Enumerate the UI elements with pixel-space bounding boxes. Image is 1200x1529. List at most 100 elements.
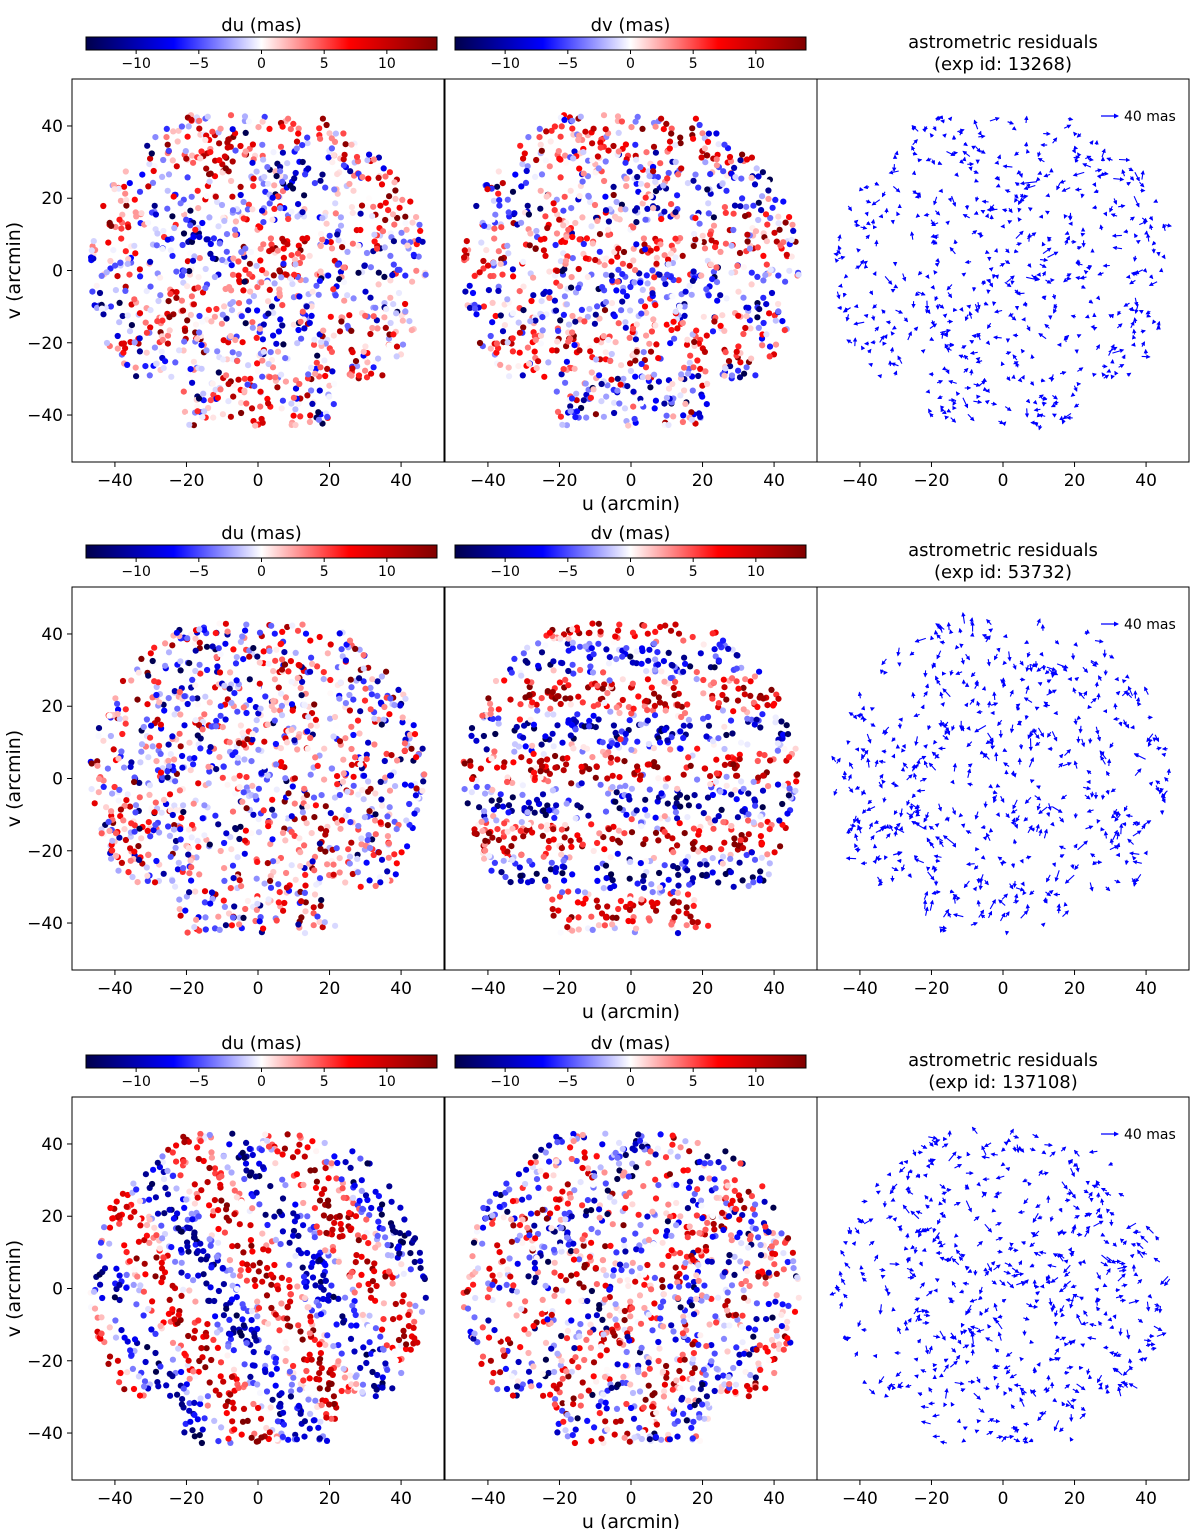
scatter-point (257, 245, 264, 252)
scatter-point (638, 298, 645, 305)
colorbar-tick-label: 5 (320, 56, 329, 72)
scatter-point (316, 125, 323, 132)
scatter-point (269, 364, 277, 371)
scatter-point (217, 703, 224, 710)
scatter-point (530, 721, 538, 728)
scatter-point (656, 869, 663, 877)
scatter-point (652, 814, 659, 821)
scatter-point (739, 877, 746, 884)
scatter-point (328, 145, 335, 152)
residual-vector (1038, 394, 1044, 399)
scatter-point (569, 626, 576, 633)
scatter-point (196, 312, 203, 320)
scatter-point (294, 250, 302, 257)
scatter-point (331, 713, 339, 721)
scatter-point (299, 235, 306, 242)
scatter-point (338, 664, 345, 671)
scatter-point (520, 258, 527, 265)
scatter-point (279, 656, 286, 663)
scatter-point (497, 312, 504, 319)
scatter-point (637, 164, 644, 171)
residual-vector (1161, 254, 1166, 260)
scatter-point (199, 318, 206, 325)
scatter-point (310, 922, 317, 929)
scatter-point (717, 788, 724, 795)
scatter-point (325, 272, 332, 279)
scatter-point (549, 347, 556, 354)
scatter-point (747, 325, 754, 332)
scatter-point (363, 756, 370, 763)
scatter-point (201, 899, 208, 906)
scatter-point (268, 241, 275, 248)
scatter-point (520, 155, 527, 162)
scatter-point (195, 205, 202, 212)
scatter-point (517, 827, 524, 835)
scatter-point (649, 290, 656, 297)
scatter-point (94, 762, 101, 769)
residual-vector (1052, 137, 1058, 144)
scatter-point (122, 190, 129, 197)
scatter-point (713, 756, 720, 763)
scatter-point (289, 707, 296, 714)
scatter-point (357, 708, 364, 715)
residual-vector (962, 150, 971, 157)
residual-vector (1004, 281, 1012, 288)
residual-vector (874, 326, 880, 332)
residual-vector (971, 145, 977, 150)
scatter-point (296, 662, 303, 669)
scatter-point (215, 821, 222, 828)
scatter-point (583, 414, 590, 421)
residual-vector (947, 116, 953, 122)
scatter-point (568, 395, 576, 402)
scatter-point (334, 773, 341, 780)
scatter-point (177, 711, 184, 718)
residual-vector (893, 284, 899, 289)
residual-vector (1075, 259, 1081, 264)
scatter-point (326, 382, 333, 389)
scatter-point (744, 231, 751, 238)
scatter-point (147, 324, 154, 331)
scatter-point (284, 241, 291, 248)
scatter-point (348, 684, 355, 691)
scatter-point (165, 741, 172, 748)
residual-vector (1001, 421, 1007, 427)
scatter-point (279, 302, 286, 309)
scatter-point (260, 219, 267, 226)
scatter-point (337, 679, 344, 686)
scatter-point (146, 372, 153, 379)
scatter-point (517, 872, 524, 879)
scatter-point (294, 746, 301, 753)
scatter-point (575, 136, 582, 144)
scatter-point (542, 157, 549, 164)
residual-vector (995, 183, 1001, 188)
residual-vector (942, 313, 948, 319)
residual-vector (1020, 374, 1025, 380)
scatter-point (634, 738, 641, 745)
residual-vector (961, 345, 967, 350)
scatter-point (564, 755, 571, 762)
scatter-point (187, 767, 194, 774)
scatter-point (649, 267, 656, 274)
scatter-point (492, 730, 499, 738)
scatter-point (157, 750, 164, 758)
scatter-point (626, 717, 633, 724)
scatter-point (314, 352, 321, 359)
scatter-point (235, 300, 243, 307)
scatter-point (648, 881, 655, 888)
residual-vector (1017, 377, 1023, 383)
scatter-point (173, 163, 180, 170)
scatter-point (413, 785, 420, 792)
scatter-point (520, 283, 527, 290)
scatter-point (288, 678, 295, 685)
scatter-point (218, 320, 225, 327)
scatter-point (217, 125, 224, 132)
scatter-point (682, 858, 689, 865)
scatter-point (264, 860, 271, 867)
scatter-point (175, 859, 182, 866)
scatter-point (533, 870, 540, 877)
scatter-point (670, 849, 677, 856)
scatter-point (497, 791, 504, 798)
scatter-point (548, 859, 555, 866)
scatter-point (554, 338, 561, 345)
scatter-point (558, 845, 566, 852)
